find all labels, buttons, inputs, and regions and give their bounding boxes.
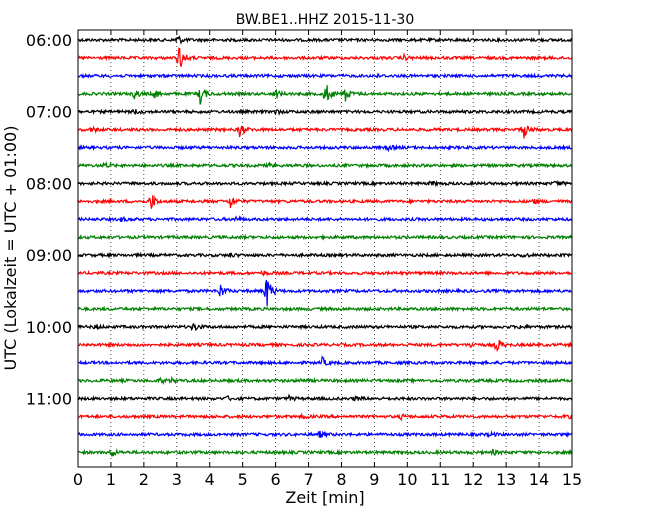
seismic-trace <box>77 72 573 80</box>
seismic-trace <box>77 195 573 209</box>
x-tick-label: 7 <box>303 470 313 489</box>
trace-group <box>77 35 573 457</box>
chart-title: BW.BE1..HHZ 2015-11-30 <box>236 12 415 28</box>
seismic-trace <box>77 35 573 45</box>
seismic-trace <box>77 215 573 223</box>
x-tick-label: 13 <box>496 470 516 489</box>
x-axis-label: Zeit [min] <box>285 488 364 507</box>
seismic-trace <box>77 305 573 313</box>
x-tick-label: 14 <box>529 470 549 489</box>
seismic-trace <box>77 125 573 139</box>
plot-frame <box>77 29 573 468</box>
seismic-trace <box>77 412 573 422</box>
x-tick-label: 6 <box>271 470 281 489</box>
x-tick-label: 8 <box>336 470 346 489</box>
seismic-trace <box>77 85 573 105</box>
seismic-trace <box>77 393 573 403</box>
y-tick-label: 08:00 <box>26 174 72 193</box>
seismic-trace <box>77 108 573 116</box>
tick-group <box>77 30 573 467</box>
seismic-trace <box>77 430 573 439</box>
seismic-trace <box>77 269 573 277</box>
seismic-trace <box>77 179 573 188</box>
y-tick-label: 10:00 <box>26 318 72 337</box>
x-tick-label: 2 <box>139 470 149 489</box>
x-tick-label: 1 <box>106 470 116 489</box>
y-tick-labels: 06:00 07:00 08:00 09:00 10:00 11:00 <box>26 31 72 409</box>
seismic-trace <box>77 339 573 353</box>
y-tick-label: 09:00 <box>26 246 72 265</box>
x-tick-label: 15 <box>562 470 582 489</box>
x-tick-label: 10 <box>397 470 417 489</box>
seismic-trace <box>77 279 573 307</box>
y-axis-label: UTC (Lokalzeit = UTC + 01:00) <box>1 126 20 371</box>
x-tick-label: 5 <box>238 470 248 489</box>
x-tick-label: 3 <box>172 470 182 489</box>
y-tick-label: 07:00 <box>26 103 72 122</box>
seismic-trace <box>77 355 573 367</box>
seismic-trace <box>77 375 573 386</box>
seismic-trace <box>77 160 573 170</box>
seismic-trace <box>77 322 573 332</box>
x-tick-label: 4 <box>205 470 215 489</box>
seismic-trace <box>77 448 573 457</box>
x-tick-label: 11 <box>430 470 450 489</box>
seismic-trace <box>77 251 573 259</box>
seismic-trace <box>77 47 573 67</box>
x-tick-label: 12 <box>463 470 483 489</box>
x-tick-label: 9 <box>369 470 379 489</box>
x-tick-labels: 0 1 2 3 4 5 6 7 8 9 10 11 12 13 14 15 <box>73 470 582 489</box>
vertical-grid <box>110 30 540 467</box>
y-tick-label: 06:00 <box>26 31 72 50</box>
x-tick-label: 0 <box>73 470 83 489</box>
seismic-trace <box>77 143 573 153</box>
seismic-trace <box>77 233 573 241</box>
y-tick-label: 11:00 <box>26 390 72 409</box>
